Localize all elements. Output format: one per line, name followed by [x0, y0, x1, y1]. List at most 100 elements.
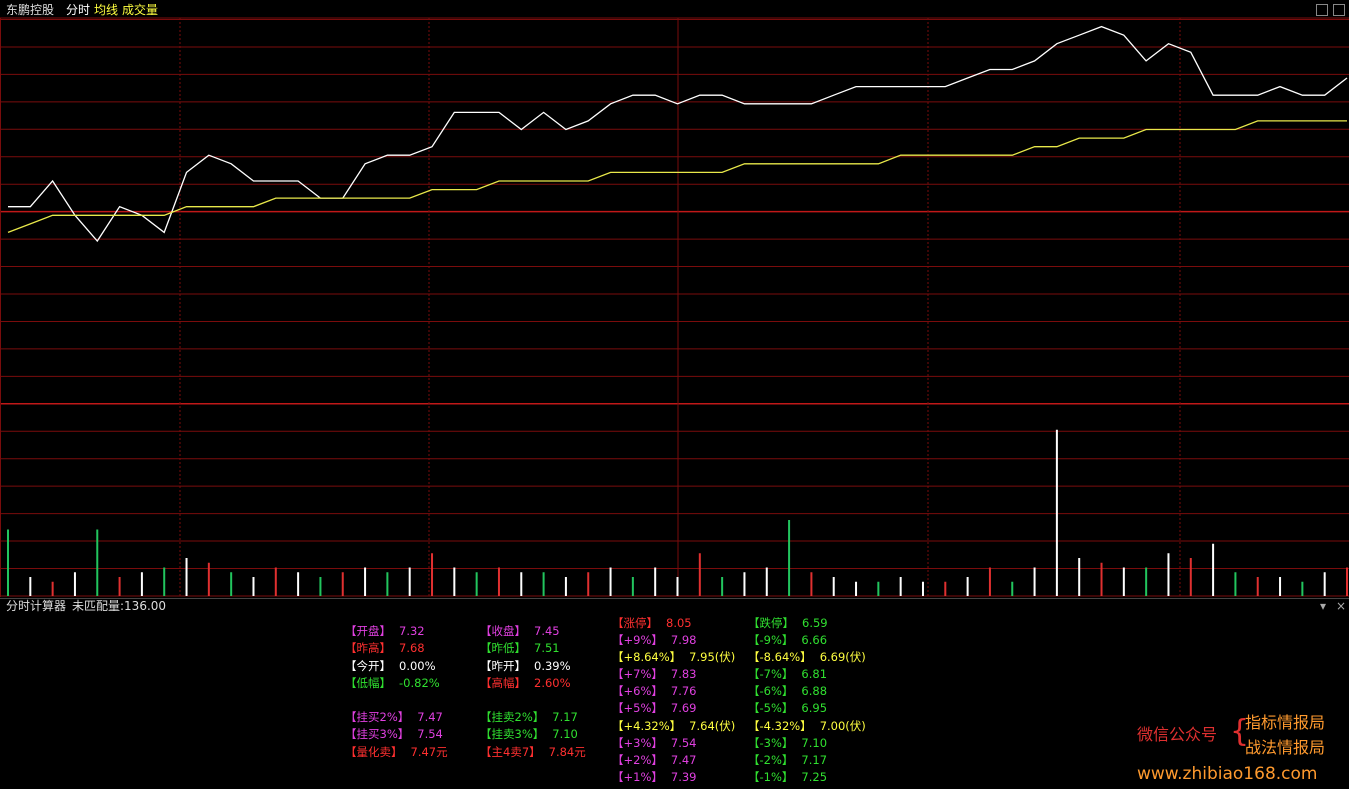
calc-label: 【+4.32%】 — [612, 719, 682, 733]
volume-bar — [1256, 577, 1259, 596]
price-line — [7, 120, 1347, 234]
unmatched: 未匹配量:136.00 — [72, 599, 167, 613]
calc-row: 【量化卖】 7.47元 — [345, 745, 448, 759]
volume-bar — [587, 572, 590, 596]
calc-row: 【挂买2%】 7.47 — [345, 710, 443, 724]
calc-label: 【收盘】 — [480, 624, 526, 638]
calc-label: 【+7%】 — [612, 667, 663, 681]
calc-label: 【昨低】 — [480, 641, 526, 655]
calc-value: 7.98 — [670, 633, 697, 647]
volume-bar — [609, 567, 612, 596]
volume-bar — [899, 577, 902, 596]
calc-label: 【挂卖2%】 — [480, 710, 545, 724]
calc-row: 【+5%】 7.69 — [612, 701, 697, 715]
volume-bar — [207, 562, 210, 596]
calc-label: 【昨开】 — [480, 659, 526, 673]
calc-label: 【+2%】 — [612, 753, 663, 767]
tab[interactable]: 成交量 — [122, 3, 159, 17]
calc-value: 6.88 — [801, 684, 828, 698]
calc-label: 【-6%】 — [748, 684, 794, 698]
icon-button[interactable] — [1316, 4, 1328, 16]
dropdown[interactable]: ▾ — [1320, 599, 1327, 613]
tab[interactable]: 均线 — [94, 3, 119, 17]
volume-bar — [520, 572, 523, 596]
chart — [0, 17, 1349, 597]
volume-bar — [185, 558, 188, 596]
volume-bar — [721, 577, 724, 596]
volume-bar — [341, 572, 344, 596]
calc-value: 7.47元 — [410, 745, 448, 759]
volume-bar — [765, 567, 768, 596]
calc-row: 【+4.32%】 7.64(伏) — [612, 719, 735, 733]
calc-label: 【+3%】 — [612, 736, 663, 750]
calc-value: 7.68 — [399, 641, 425, 655]
calc-value: 7.10 — [801, 736, 828, 750]
volume-bar — [1212, 543, 1215, 596]
calc-label: 【-1%】 — [748, 770, 794, 784]
calc-row: 【-1%】 7.25 — [748, 770, 827, 784]
calc-label: 【-9%】 — [748, 633, 794, 647]
calc-value: 2.60% — [534, 676, 571, 690]
calc-row: 【-5%】 6.95 — [748, 701, 827, 715]
price-line — [8, 25, 1348, 243]
volume-bar — [944, 581, 947, 596]
calc-row: 【昨高】 7.68 — [345, 641, 425, 655]
calc-label: 【涨停】 — [612, 616, 658, 630]
watermark: www.zhibiao168.com — [1137, 764, 1318, 784]
calc-label: 【挂卖3%】 — [480, 727, 545, 741]
calc-value: 6.95 — [801, 701, 828, 715]
calc-label: 【+8.64%】 — [612, 650, 682, 664]
stock-name: 东鹏控股 — [6, 3, 55, 17]
calc-value: 7.17 — [552, 710, 578, 724]
volume-bar — [29, 577, 32, 596]
watermark: 微信公众号 — [1137, 725, 1218, 744]
volume-bar — [1100, 562, 1103, 596]
calc-row: 【收盘】 7.45 — [480, 624, 560, 638]
calc-row: 【-3%】 7.10 — [748, 736, 827, 750]
calc-row: 【+9%】 7.98 — [612, 633, 697, 647]
calc-value: 7.47 — [670, 753, 697, 767]
volume-bar — [654, 567, 657, 596]
volume-bar — [163, 567, 166, 596]
calc-row: 【挂买3%】 7.54 — [345, 727, 443, 741]
icon-button[interactable] — [1333, 4, 1345, 16]
watermark: 战法情报局 — [1245, 738, 1326, 757]
calc-value: 7.54 — [670, 736, 697, 750]
calc-value: 7.25 — [801, 770, 828, 784]
volume-bar — [386, 572, 389, 596]
volume-bar — [51, 581, 54, 596]
calc-row: 【+3%】 7.54 — [612, 736, 697, 750]
calc-label: 【+9%】 — [612, 633, 663, 647]
volume-bar — [140, 572, 143, 596]
calc-row: 【高幅】 2.60% — [480, 676, 571, 690]
calc-value: 7.47 — [417, 710, 443, 724]
volume-bar — [1189, 558, 1192, 596]
panel-title: 分时计算器 — [6, 599, 67, 613]
volume-bar — [364, 567, 367, 596]
volume-bar — [832, 577, 835, 596]
calc-row: 【昨开】 0.39% — [480, 659, 571, 673]
calc-row: 【-8.64%】 6.69(伏) — [748, 650, 866, 664]
volume-bar — [230, 572, 233, 596]
volume-bar — [743, 572, 746, 596]
tab[interactable]: 分时 — [66, 3, 91, 17]
volume-bar — [1323, 572, 1326, 596]
calc-label: 【低幅】 — [345, 676, 391, 690]
close[interactable]: × — [1336, 599, 1347, 613]
volume-bar — [475, 572, 478, 596]
calc-value: 7.17 — [801, 753, 828, 767]
volume-bar — [1234, 572, 1237, 596]
volume-bar — [810, 572, 813, 596]
volume-bar — [497, 567, 500, 596]
calc-value: 7.69 — [670, 701, 697, 715]
calc-value: 7.84元 — [548, 745, 586, 759]
volume-bar — [921, 581, 924, 596]
volume-bar — [1033, 567, 1036, 596]
calc-label: 【跌停】 — [748, 616, 794, 630]
volume-bar — [73, 572, 76, 596]
calc-value: 7.45 — [534, 624, 560, 638]
calc-label: 【-3%】 — [748, 736, 794, 750]
calc-row: 【-4.32%】 7.00(伏) — [748, 719, 866, 733]
calc-row: 【-7%】 6.81 — [748, 667, 827, 681]
